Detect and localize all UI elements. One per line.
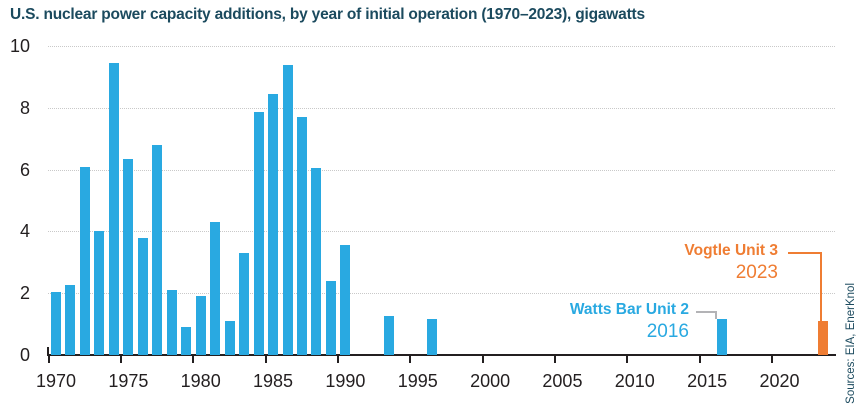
x-axis-tick-2015	[698, 356, 701, 363]
bar-1973	[94, 231, 105, 355]
bar-1983	[239, 253, 250, 355]
annotation-watts-bar-unit-2: Watts Bar Unit 2 2016	[570, 302, 689, 341]
y-axis-label-6: 6	[19, 159, 30, 180]
watts-bar-connector-line	[696, 311, 717, 313]
x-axis-label-2015: 2015	[687, 371, 728, 391]
watts-bar-connector-line	[715, 311, 717, 319]
chart-title: U.S. nuclear power capacity additions, b…	[10, 6, 645, 23]
x-axis-label-2005: 2005	[542, 371, 583, 391]
vogtle-connector-line	[820, 252, 822, 321]
x-axis-left-stub	[47, 347, 49, 354]
x-axis-label-1995: 1995	[397, 371, 438, 391]
vogtle-connector-line	[788, 252, 822, 254]
y-axis-label-8: 8	[19, 97, 30, 118]
bar-1975	[123, 158, 134, 355]
x-axis-label-2000: 2000	[470, 371, 511, 391]
x-axis-label-1975: 1975	[108, 371, 149, 391]
gridline	[48, 46, 835, 47]
bar-1990	[340, 245, 351, 355]
x-axis-label-2010: 2010	[614, 371, 655, 391]
bar-1996	[427, 319, 438, 355]
bar-1974	[108, 62, 119, 355]
y-axis-label-2: 2	[19, 283, 30, 304]
x-axis-tick-2020	[771, 356, 773, 363]
x-axis-tick-1970	[47, 356, 50, 363]
x-axis-tick-2000	[481, 356, 484, 363]
y-axis-label-4: 4	[19, 221, 30, 242]
x-axis-label-2020: 2020	[759, 371, 800, 391]
gridline	[48, 169, 835, 171]
x-axis-label-1990: 1990	[325, 371, 366, 391]
annotation-label: Watts Bar Unit 2	[569, 301, 689, 318]
bar-1972	[79, 166, 90, 355]
annotation-label: Vogtle Unit 3	[684, 242, 778, 259]
annotation-year-label: 2023	[735, 261, 778, 283]
bar-1987	[296, 117, 307, 355]
bar-1979	[181, 327, 192, 355]
bar-1977	[152, 144, 163, 355]
y-axis-label-10: 10	[9, 36, 30, 56]
bar-1986	[282, 64, 293, 355]
gridline	[48, 231, 835, 233]
bar-1970	[51, 291, 61, 355]
bar-1976	[137, 237, 148, 355]
gridline	[48, 293, 835, 295]
x-axis-tick-2005	[553, 356, 556, 363]
x-axis-tick-1985	[264, 356, 267, 363]
x-axis-line	[47, 354, 836, 356]
gridline	[48, 107, 835, 109]
x-axis-tick-1995	[409, 356, 412, 363]
x-axis-tick-1990	[336, 356, 339, 363]
bar-1988	[311, 168, 322, 355]
x-axis-label-1980: 1980	[180, 371, 221, 391]
bar-1989	[325, 280, 336, 355]
x-axis-label-1985: 1985	[253, 371, 294, 391]
x-axis-tick-2010	[626, 356, 629, 363]
bar-1971	[65, 285, 76, 355]
x-axis-tick-1980	[192, 356, 195, 363]
bar-1993	[383, 316, 394, 355]
bar-1978	[166, 290, 177, 355]
annotation-year-label: 2016	[646, 320, 689, 342]
bar-2016	[716, 319, 727, 355]
y-axis-label-0: 0	[19, 345, 30, 365]
bar-1982	[224, 321, 235, 355]
bar-1985	[268, 93, 279, 355]
bar-1981	[210, 222, 221, 355]
annotation-vogtle-unit-3: Vogtle Unit 3 2023	[684, 243, 778, 282]
x-axis-tick-1975	[119, 356, 122, 363]
source-note: Sources: EIA, EnerKnol	[845, 283, 857, 404]
bar-1984	[253, 112, 264, 355]
bar-2023	[817, 321, 828, 355]
x-axis-label-1970: 1970	[35, 371, 77, 391]
bar-1980	[195, 296, 206, 355]
